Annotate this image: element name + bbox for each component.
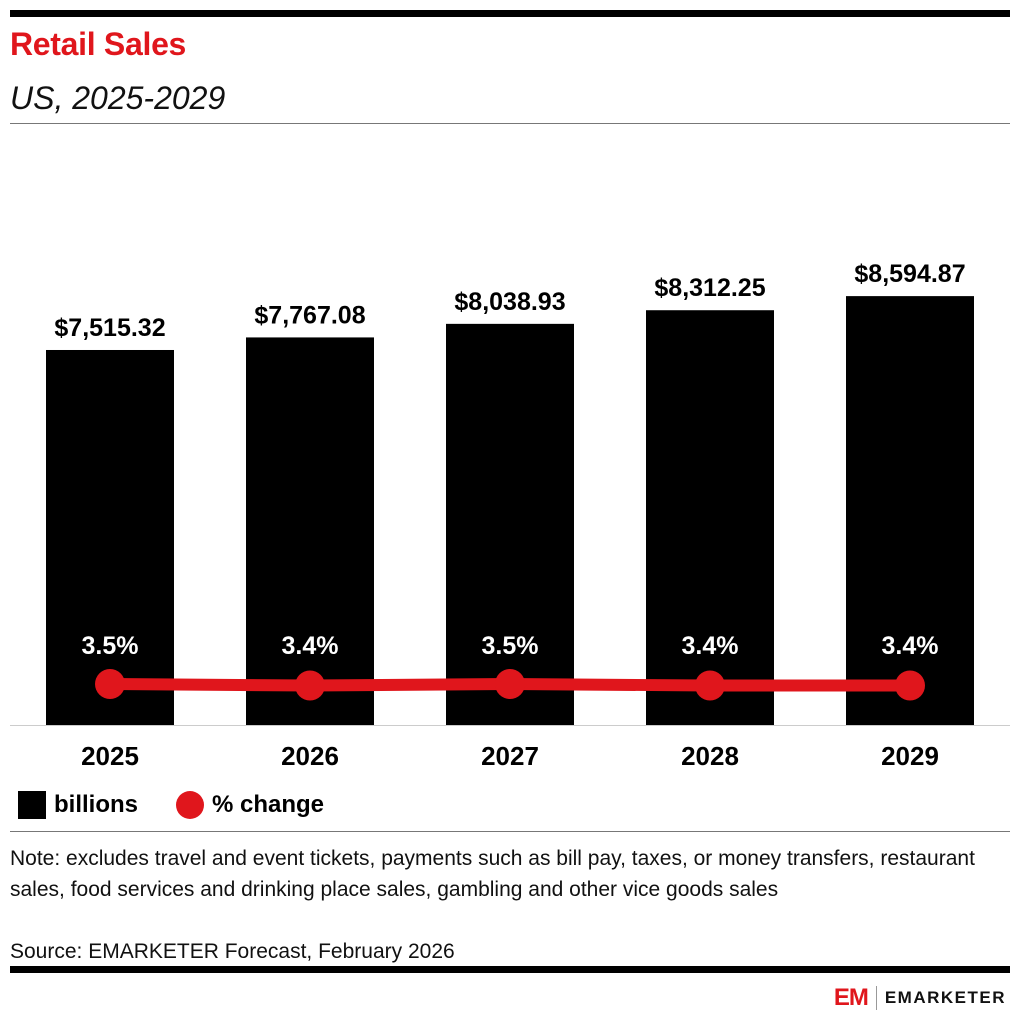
top-rule xyxy=(10,10,1010,17)
bar-value-label-2026: $7,767.08 xyxy=(254,301,365,329)
bar-2028 xyxy=(646,310,774,725)
x-tick-label-2027: 2027 xyxy=(481,741,539,771)
brand-name: EMARKETER xyxy=(884,988,1006,1007)
pct-change-point-2029 xyxy=(895,670,925,701)
retail-sales-chart: $7,515.32 2025 $7,767.08 2026 $8,038.93 2027 $… xyxy=(10,260,1010,771)
brand-separator xyxy=(875,986,877,1010)
chart-legend: billions % change xyxy=(18,791,324,819)
pct-change-point-2028 xyxy=(695,670,725,701)
bar-value-label-2029: $8,594.87 xyxy=(854,260,965,288)
pct-change-label-2027: 3.5% xyxy=(482,632,539,660)
bar-value-label-2028: $8,312.25 xyxy=(654,274,765,302)
bar-value-label-2027: $8,038.93 xyxy=(454,288,565,316)
bar-2026 xyxy=(246,337,374,725)
brand-logo: EM EMARKETER xyxy=(834,984,1006,1012)
x-tick-label-2029: 2029 xyxy=(881,741,939,771)
chart-note: Note: excludes travel and event tickets,… xyxy=(10,847,975,901)
legend-bar-label: billions xyxy=(54,791,138,818)
x-tick-label-2026: 2026 xyxy=(281,741,339,771)
bar-value-label-2025: $7,515.32 xyxy=(54,314,165,342)
bottom-rule xyxy=(10,966,1010,973)
legend-bar-swatch xyxy=(18,791,46,819)
bar-2025 xyxy=(46,349,174,725)
legend-divider xyxy=(10,831,1010,832)
pct-change-label-2025: 3.5% xyxy=(82,632,139,660)
x-tick-label-2025: 2025 xyxy=(81,741,139,771)
legend-line-label: % change xyxy=(212,791,325,818)
pct-change-label-2026: 3.4% xyxy=(282,632,339,660)
legend-line-swatch xyxy=(176,791,204,819)
brand-mark-icon: EM xyxy=(833,984,869,1011)
pct-change-point-2027 xyxy=(495,669,525,699)
bar-2027 xyxy=(446,323,574,725)
pct-change-label-2029: 3.4% xyxy=(882,632,939,660)
chart-source: Source: EMARKETER Forecast, February 202… xyxy=(10,940,455,963)
chart-subtitle: US, 2025-2029 xyxy=(10,80,226,116)
pct-change-point-2025 xyxy=(95,669,125,699)
header-divider xyxy=(10,123,1010,124)
x-tick-label-2028: 2028 xyxy=(681,741,739,771)
chart-title: Retail Sales xyxy=(10,26,187,62)
pct-change-label-2028: 3.4% xyxy=(682,632,739,660)
bar-2029 xyxy=(846,296,974,725)
pct-change-point-2026 xyxy=(295,670,325,701)
